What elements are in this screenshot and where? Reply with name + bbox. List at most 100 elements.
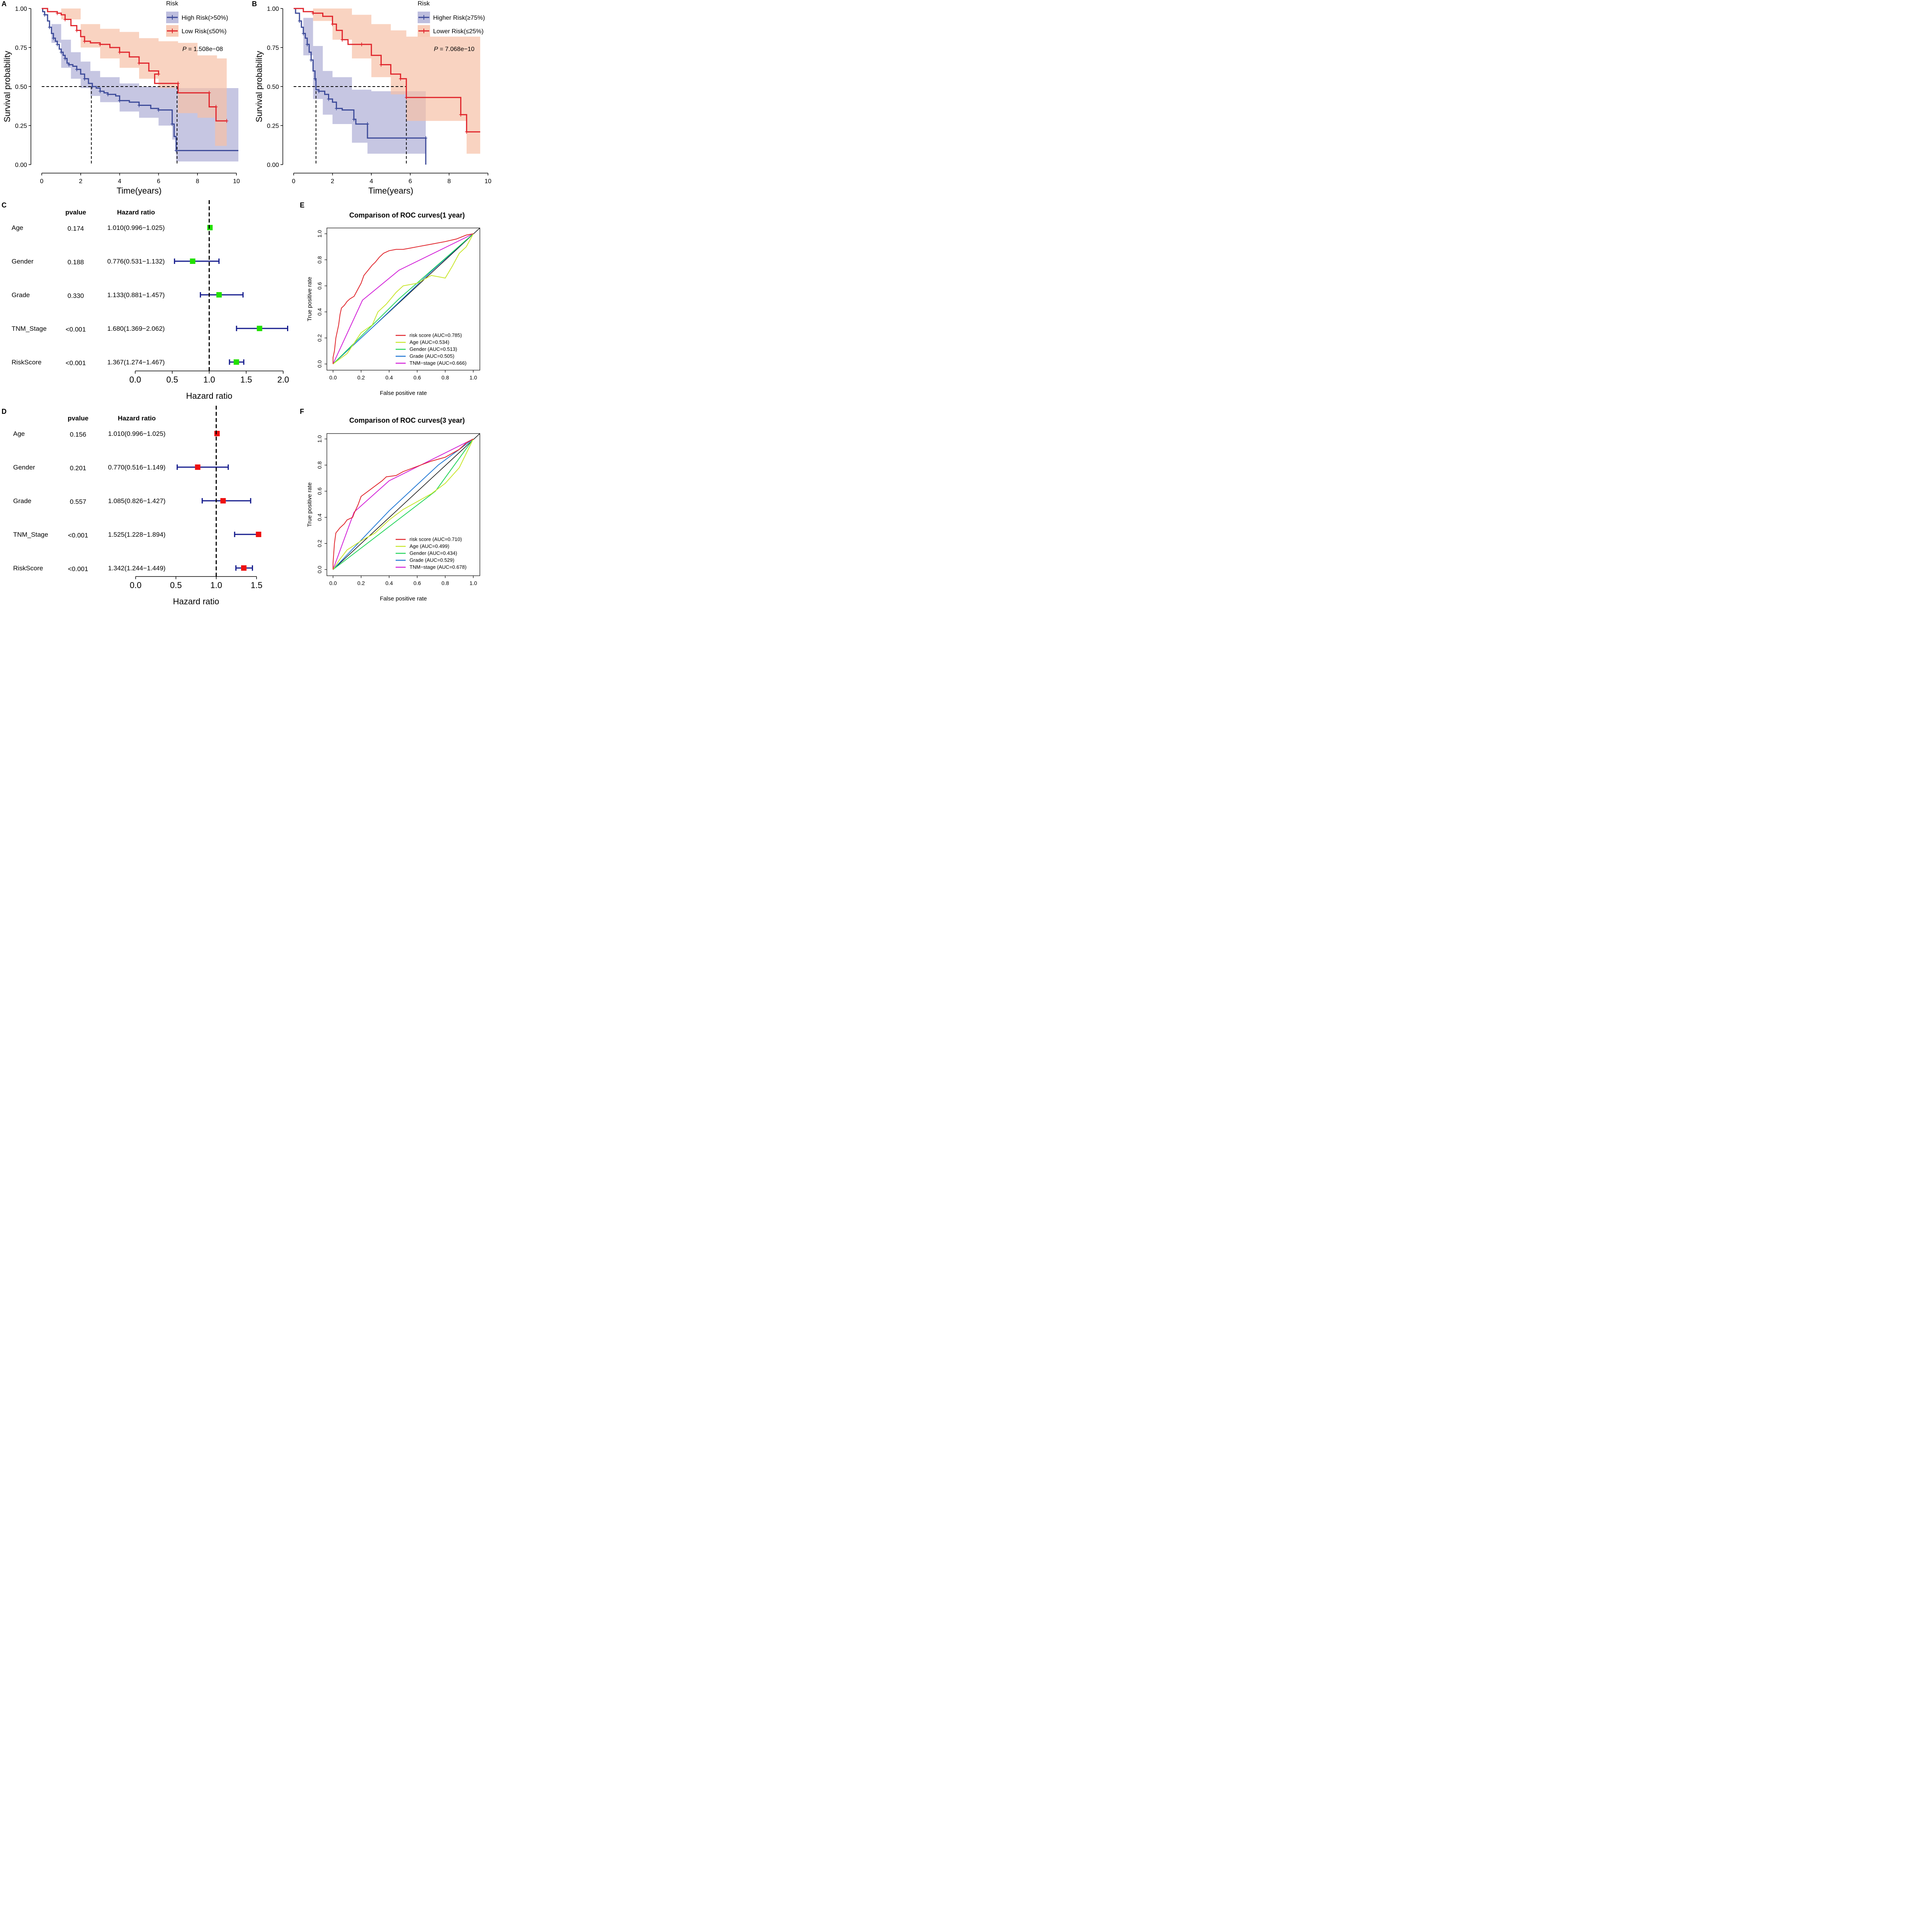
x-tick-label: 8 — [196, 178, 199, 185]
km-panel-A: A 0.00 0.25 0.50 0.75 1.00 0 2 4 6 8 10 Time(years) S… — [2, 0, 240, 196]
y-tick-label: 0.75 — [267, 45, 279, 51]
censor-mark — [157, 108, 160, 112]
x-axis-title: Hazard ratio — [186, 391, 233, 401]
censor-mark — [327, 97, 330, 101]
panel-label-F: F — [300, 408, 304, 415]
x-tick-label: 0.4 — [385, 374, 393, 381]
forest-row-pvalue: <0.001 — [68, 565, 88, 573]
forest-point-marker — [216, 292, 222, 298]
y-tick-label: 0.00 — [15, 162, 27, 168]
forest-row-name: RiskScore — [13, 565, 43, 572]
censor-mark — [56, 11, 59, 15]
x-tick-label: 6 — [157, 178, 160, 185]
y-tick-label: 1.00 — [15, 6, 27, 12]
censor-mark — [170, 122, 174, 126]
km-curve — [42, 8, 227, 122]
censor-mark — [83, 77, 86, 81]
censor-mark — [157, 72, 160, 76]
forest-point-marker — [207, 225, 213, 230]
roc-curve — [333, 439, 474, 570]
censor-mark — [459, 112, 462, 117]
forest-row-name: Gender — [13, 464, 35, 471]
panel-label-E: E — [300, 201, 304, 209]
column-header-hazard-ratio: Hazard ratio — [117, 209, 155, 216]
x-tick-label: 10 — [233, 178, 240, 185]
x-tick-label: 0.5 — [170, 580, 182, 590]
censor-mark — [465, 130, 468, 134]
roc-curve — [333, 233, 474, 364]
forest-point-marker — [195, 464, 201, 470]
censor-mark — [225, 119, 228, 123]
censor-mark — [91, 85, 94, 88]
x-tick-label: 0.0 — [329, 374, 337, 381]
y-axis-title: Survival probability — [254, 51, 264, 122]
y-tick-label: 0.8 — [316, 256, 323, 264]
censor-mark — [63, 56, 67, 61]
x-tick-label: 8 — [447, 178, 451, 185]
y-axis-title: Survival probability — [2, 51, 12, 122]
censor-mark — [302, 31, 305, 36]
x-tick-label: 0.0 — [130, 580, 142, 590]
km-ci-band — [42, 9, 227, 146]
x-tick-label: 6 — [408, 178, 412, 185]
x-axis-title: Time(years) — [117, 186, 162, 196]
forest-point-marker — [241, 565, 247, 571]
forest-row-pvalue: 0.174 — [68, 225, 84, 232]
censor-mark — [311, 11, 315, 15]
y-tick-label: 0.6 — [316, 487, 323, 495]
p-value: P = 7.068e−10 — [434, 46, 474, 53]
figure-canvas: A0.000.250.500.751.000 2 4 6 8 10Time(years)S… — [2, 0, 491, 606]
censor-mark — [138, 61, 141, 65]
x-axis-title: False positive rate — [380, 390, 427, 396]
censor-mark — [366, 122, 369, 126]
p-value-symbol: P — [434, 46, 438, 53]
x-tick-label: 1.0 — [469, 580, 477, 586]
roc-curve — [333, 233, 474, 364]
forest-row-pvalue: 0.188 — [68, 259, 84, 266]
forest-row-hr-text: 1.342(1.244−1.449) — [108, 565, 166, 572]
legend-label: Grade (AUC=0.505) — [410, 353, 454, 359]
censor-mark — [75, 67, 78, 71]
x-tick-label: 0.2 — [357, 374, 365, 381]
km-curve — [42, 8, 238, 151]
censor-mark — [52, 36, 55, 40]
x-tick-label: 10 — [484, 178, 491, 185]
km-curve — [294, 8, 480, 133]
roc-panel-E: E Comparison of ROC curves(1 year) 0.0 0.0 0… — [300, 201, 480, 396]
forest-row-hr-text: 1.133(0.881−1.457) — [107, 291, 165, 299]
censor-mark — [360, 42, 364, 46]
forest-row-name: Age — [12, 224, 23, 231]
x-tick-label: 1.0 — [210, 580, 222, 590]
forest-point-marker — [214, 431, 220, 436]
forest-point-marker — [257, 326, 262, 331]
legend-label: Grade (AUC=0.529) — [410, 557, 454, 563]
y-tick-label: 0.50 — [15, 84, 27, 90]
reference-diagonal — [333, 433, 480, 570]
forest-row-pvalue: <0.001 — [66, 326, 86, 333]
roc-curve — [333, 439, 474, 570]
x-tick-label: 0.0 — [329, 580, 337, 586]
x-axis-title: Time(years) — [368, 186, 413, 196]
forest-point-marker — [233, 359, 239, 365]
forest-row-name: Age — [13, 430, 25, 437]
legend-label: Age (AUC=0.534) — [410, 339, 449, 345]
censor-mark — [317, 89, 321, 94]
y-tick-label: 0.2 — [316, 334, 323, 342]
x-tick-label: 0.6 — [413, 580, 421, 586]
panel-label-C: C — [2, 201, 7, 209]
forest-row-name: RiskScore — [12, 359, 41, 366]
forest-row-hr-text: 1.680(1.369−2.062) — [107, 325, 165, 332]
y-tick-label: 0.50 — [267, 84, 279, 90]
censor-mark — [83, 39, 86, 43]
censor-mark — [352, 117, 355, 121]
forest-row-hr-text: 1.525(1.228−1.894) — [108, 531, 166, 538]
forest-row-hr-text: 0.776(0.531−1.132) — [107, 258, 165, 265]
roc-curve — [333, 233, 474, 364]
censor-mark — [99, 89, 102, 94]
censor-mark — [207, 91, 211, 95]
x-tick-label: 2 — [79, 178, 82, 185]
forest-row-pvalue: 0.557 — [70, 498, 87, 505]
censor-mark — [298, 19, 301, 23]
legend-title: Risk — [166, 0, 178, 7]
legend-label: risk score (AUC=0.710) — [410, 536, 462, 542]
